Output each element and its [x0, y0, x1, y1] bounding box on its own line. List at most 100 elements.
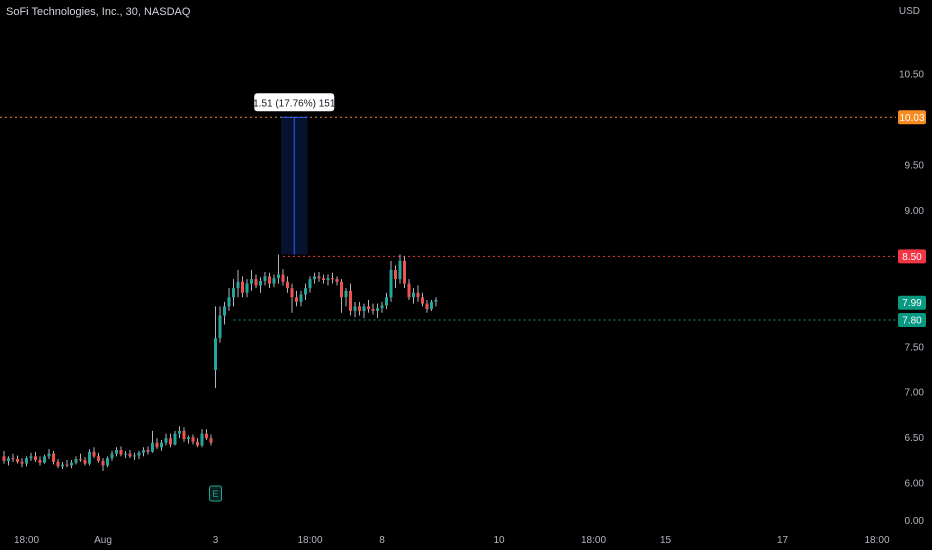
candle [160, 440, 163, 451]
candle [232, 279, 235, 307]
candle-body [196, 441, 199, 446]
candle [191, 434, 195, 445]
candle [407, 279, 411, 300]
candle-body [281, 274, 285, 282]
candle-body [430, 301, 433, 310]
candle [353, 301, 357, 318]
candle [223, 301, 226, 325]
candle-body [191, 437, 195, 442]
candle-body [11, 458, 15, 460]
candle-body [164, 438, 168, 443]
candle-body [313, 276, 316, 280]
candle-body [326, 278, 330, 280]
candle [236, 270, 240, 298]
candle-body [7, 458, 10, 461]
candle-body [380, 305, 384, 309]
candle [83, 457, 87, 466]
candle-body [389, 270, 393, 298]
price-tick: 0.00 [905, 516, 925, 527]
candle [299, 290, 303, 307]
candle [268, 272, 271, 289]
candle-body [308, 279, 312, 289]
candle [146, 446, 150, 455]
candle-body [227, 297, 231, 307]
candle-body [52, 453, 55, 462]
candle-body [317, 276, 321, 279]
candle-body [205, 433, 208, 439]
candle-body [259, 280, 262, 286]
candle-body [295, 297, 298, 302]
candle [421, 292, 424, 307]
candle [412, 288, 415, 304]
candle [88, 449, 91, 466]
resistance-badge: 8.50 [898, 249, 926, 264]
tooltip-text: 1.51 (17.76%) 151 [253, 98, 336, 109]
candle [187, 435, 190, 444]
candle-body [65, 464, 69, 466]
candle [394, 265, 397, 289]
candle-body [421, 297, 424, 304]
candle-body [92, 451, 96, 457]
candle-body [16, 459, 19, 462]
candle [196, 438, 199, 448]
time-tick: 18:00 [864, 535, 889, 546]
candle [137, 450, 141, 460]
candle [290, 283, 294, 313]
candle-body [88, 451, 91, 464]
price-tick: 7.00 [905, 388, 925, 399]
earnings-marker[interactable]: E [209, 485, 222, 502]
candle [133, 452, 136, 460]
candle-body [322, 278, 325, 280]
candle [164, 433, 168, 446]
candle [182, 427, 186, 442]
candle-body [20, 461, 24, 464]
candle-body [2, 456, 6, 461]
candle-body [25, 458, 28, 464]
candle [151, 430, 154, 453]
candle-body [214, 338, 217, 370]
candle-body [178, 430, 181, 434]
candle [142, 447, 145, 457]
candle [322, 274, 325, 284]
badge-bg [898, 110, 926, 125]
tooltip-bg [254, 93, 335, 112]
candle [92, 447, 96, 459]
candle-body [398, 260, 402, 280]
price-tick: 6.50 [905, 433, 925, 444]
candle [74, 456, 78, 465]
candle [317, 271, 321, 282]
candle [70, 460, 73, 469]
price-tick: 10.50 [899, 70, 924, 81]
candle [295, 290, 298, 307]
time-axis[interactable]: 18:00 Aug 3 18:00 8 10 18:00 15 17 18:00 [14, 535, 890, 546]
candle-body [358, 306, 361, 311]
candle-body [371, 309, 375, 311]
candle-body [133, 455, 136, 457]
time-tick: 10 [493, 535, 505, 546]
candle [277, 254, 280, 284]
candle-body [106, 458, 109, 466]
earnings-label: E [212, 489, 218, 499]
candle [416, 285, 420, 302]
measure-tool[interactable] [281, 116, 308, 255]
candle [344, 288, 348, 307]
measure-tooltip: 1.51 (17.76%) 151 [253, 93, 336, 112]
candle [47, 449, 51, 460]
candle [101, 458, 105, 471]
candle [286, 276, 289, 293]
candle-body [182, 430, 186, 440]
candle-body [434, 300, 438, 302]
candle-body [70, 462, 73, 466]
candle [340, 279, 343, 313]
time-tick: 18:00 [14, 535, 39, 546]
price-badges: 10.03 8.50 7.99 7.80 [898, 110, 926, 327]
candle [119, 446, 123, 457]
candle-body [209, 438, 213, 443]
candle-body [34, 456, 37, 460]
candle-body [101, 460, 105, 466]
resistance-high-badge: 10.03 [898, 110, 926, 125]
candle-body [286, 281, 289, 289]
candle-body [47, 453, 51, 457]
candle [403, 256, 406, 289]
